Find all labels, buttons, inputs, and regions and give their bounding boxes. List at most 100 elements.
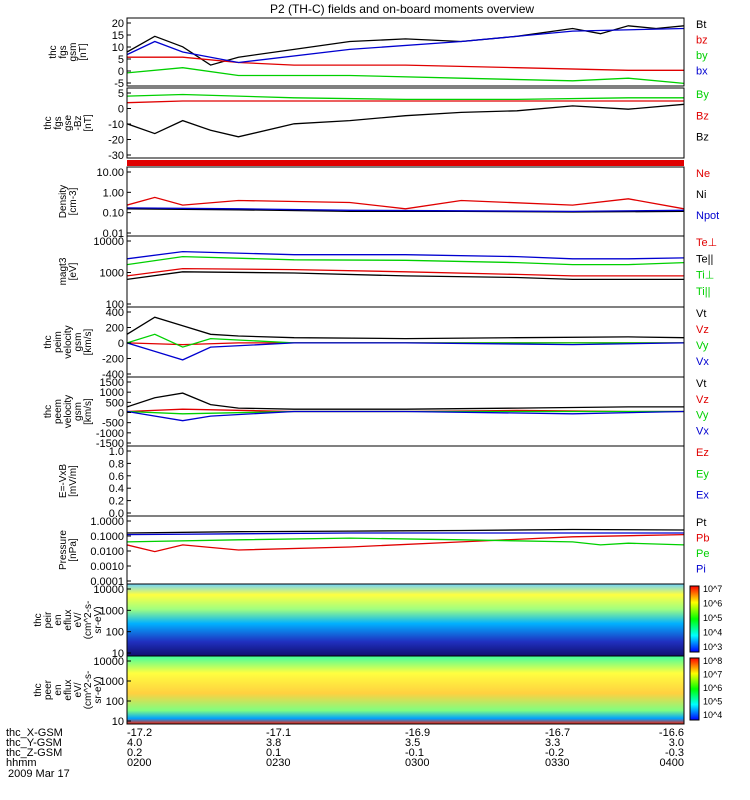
y-tick-label: 400: [106, 307, 124, 319]
y-axis-label: [eV]: [68, 262, 79, 280]
series-line: [126, 196, 685, 210]
panel-frame: [126, 515, 685, 585]
y-axis-label: gsm: [73, 402, 84, 421]
y-tick-label: 5: [118, 54, 124, 66]
series-line: [126, 533, 685, 553]
x-tick-label: -0.1: [405, 747, 424, 759]
colorbar-label: 10^5: [703, 697, 722, 707]
y-tick-label: 10.00: [96, 167, 124, 179]
colorbar-label: 10^7: [703, 670, 722, 680]
colorbar-label: 10^4: [703, 710, 722, 720]
y-tick-label: 1.0000: [90, 516, 124, 528]
y-axis-label: fgs: [53, 116, 64, 129]
colorbar-label: 10^4: [703, 628, 722, 638]
y-axis-label: peir: [43, 611, 54, 628]
panel-frame: [126, 445, 685, 517]
y-axis-label: sr-eV): [93, 606, 104, 633]
series-line: [126, 392, 684, 410]
x-tick-label: 4.0: [127, 737, 142, 749]
series-line: [126, 342, 685, 361]
y-axis-label: en: [53, 614, 64, 625]
y-axis-label: (cm^2-s-: [83, 601, 94, 640]
series-line: [126, 100, 684, 104]
series-line: [126, 27, 685, 64]
legend-label: Pt: [696, 517, 706, 529]
legend-label: Vx: [696, 425, 709, 437]
y-tick-label: 0.6: [109, 471, 124, 483]
y-axis-label: [nPa]: [68, 538, 79, 562]
y-axis-label: [nT]: [83, 114, 94, 131]
panel-7: Pt Pb Pe Pi 1.0000 0.1000 0.0100 0.0010 0.0001 Pr…: [58, 515, 709, 588]
y-axis-label: sr-eV): [93, 676, 104, 703]
legend-label: Bz: [696, 132, 709, 144]
colorbar-label: 10^6: [703, 599, 722, 609]
series-line: [126, 207, 685, 213]
x-tick-label: 3.0: [669, 737, 684, 749]
x-tick-label: 3.5: [405, 737, 420, 749]
x-tick-label: 3.8: [266, 737, 281, 749]
legend-label: by: [696, 50, 708, 62]
legend-label: Vy: [696, 340, 709, 352]
legend-label: Pi: [696, 564, 706, 576]
y-tick-label: -1000: [96, 428, 124, 440]
y-tick-label: 100: [106, 696, 124, 708]
y-tick-label: -20: [108, 135, 124, 147]
x-tick-label: 0.1: [266, 747, 281, 759]
legend-label: Vz: [696, 394, 709, 406]
x-tick-label: -16.6: [659, 727, 684, 739]
x-tick-label: -17.2: [127, 727, 152, 739]
y-tick-label: 0.0001: [90, 576, 124, 588]
y-axis-label: (cm^2-s-: [83, 671, 94, 710]
y-tick-label: 0.0100: [90, 546, 124, 558]
panel-frame: [126, 655, 685, 725]
y-axis-label: Pressure: [58, 530, 69, 570]
series-line: [126, 255, 685, 266]
y-tick-label: 0.4: [109, 483, 124, 495]
legend-label: Pe: [696, 548, 709, 560]
y-tick-label: -1500: [96, 438, 124, 450]
y-axis-label: Density: [58, 185, 69, 218]
legend-label: Vx: [696, 356, 709, 368]
legend-label: Ez: [696, 447, 709, 459]
y-axis-label: gsm: [68, 43, 79, 62]
series-line: [126, 93, 684, 101]
spectrogram: [127, 584, 684, 656]
y-tick-label: 10000: [93, 656, 124, 668]
y-axis-label: thc: [43, 335, 54, 348]
y-tick-label: 1500: [100, 377, 124, 389]
legend-label: Bz: [696, 110, 709, 122]
panel-9: 10^8 10^7 10^6 10^5 10^4 10000 1000 100 10 thc pee…: [33, 655, 722, 728]
legend-label: Te⊥: [696, 237, 717, 249]
y-tick-label: 1000: [100, 605, 124, 617]
y-tick-label: 500: [106, 397, 124, 409]
series-line: [126, 103, 685, 138]
y-axis-label: [mV/m]: [68, 465, 79, 497]
y-tick-label: 1.0: [109, 446, 124, 458]
y-tick-label: 1.00: [103, 187, 124, 199]
x-tick-label: -17.1: [266, 727, 291, 739]
legend-label: Ti||: [696, 286, 710, 298]
date-label: 2009 Mar 17: [8, 768, 70, 780]
series-line: [126, 271, 684, 281]
series-line: [126, 410, 685, 422]
y-tick-label: -10: [108, 119, 124, 131]
panel-1: By Bz Bz 5 0 -10 -20 -30 thc fgs gse -Bz [nT]: [43, 87, 709, 162]
y-tick-label: 0.10: [103, 208, 124, 220]
y-tick-label: 200: [106, 323, 124, 335]
legend-label: Ni: [696, 189, 706, 201]
x-tick-label: 0.2: [127, 747, 142, 759]
y-tick-label: 0.01: [103, 228, 124, 240]
legend-label: Vz: [696, 324, 709, 336]
spectrogram: [127, 656, 684, 724]
series-line: [126, 250, 685, 260]
y-tick-label: -30: [108, 150, 124, 162]
y-tick-label: 0.1000: [90, 531, 124, 543]
series-line: [126, 208, 685, 213]
x-tick-label: 0200: [127, 757, 151, 769]
series-line: [127, 56, 684, 71]
series-line: [126, 316, 685, 340]
colorbar: [689, 657, 700, 721]
y-axis-label: [cm-3]: [68, 187, 79, 215]
series-line: [126, 67, 685, 85]
